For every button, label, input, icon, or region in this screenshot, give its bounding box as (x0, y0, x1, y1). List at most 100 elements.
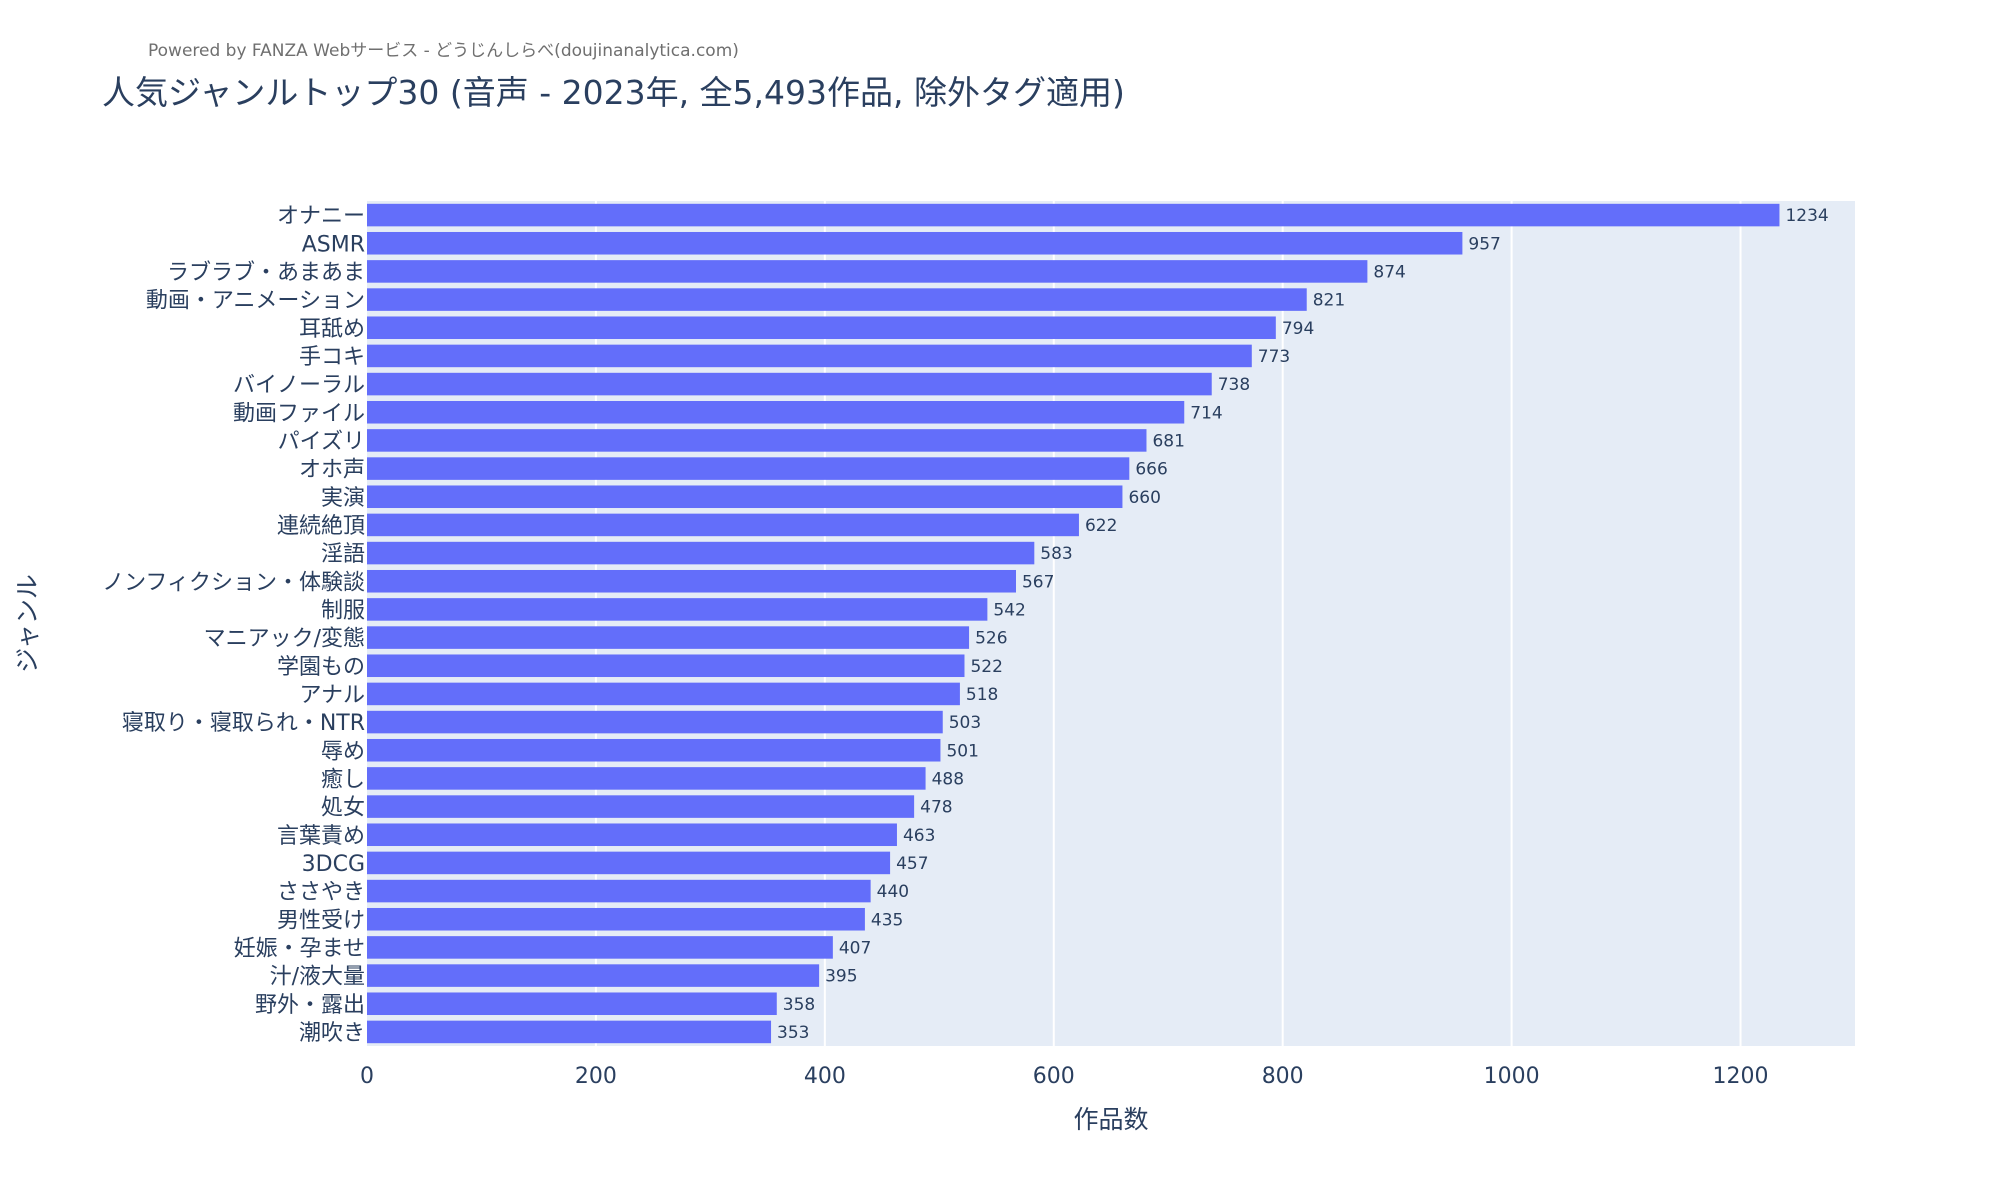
bar (367, 203, 1780, 227)
bar (367, 907, 865, 931)
y-tick-labels: オナニー ASMR ラブラブ・あまあま動画・アニメーション耳舐め手コキバイノーラル動… (102, 204, 365, 1046)
bar-value-label: 435 (871, 910, 903, 930)
y-tick-label: 動画ファイル (233, 401, 365, 426)
y-tick-label: 制服 (321, 598, 365, 623)
y-tick-label: パイズリ (278, 429, 365, 454)
bar-value-label: 457 (896, 854, 928, 874)
bar (367, 598, 988, 621)
y-axis-title: ジャンル (13, 574, 42, 673)
x-tick-labels: 0 200 400 600 800 1000 1200 (360, 1064, 1769, 1089)
bar-value-label: 503 (949, 713, 981, 733)
y-tick-label: 妊娠・孕ませ (234, 936, 365, 961)
x-tick-label: 800 (1262, 1064, 1304, 1089)
bar (367, 513, 1079, 537)
bar (367, 400, 1185, 424)
bar (367, 992, 777, 1016)
x-tick-label: 0 (360, 1064, 374, 1089)
bar (367, 738, 941, 762)
y-tick-label: 淫語 (321, 542, 365, 567)
bar-value-label: 660 (1128, 488, 1160, 508)
bar-value-label: 488 (932, 769, 964, 789)
bar-value-label: 957 (1468, 234, 1500, 254)
y-tick-label: 潮吹き (299, 1021, 365, 1046)
bar (367, 316, 1276, 340)
bar (367, 936, 833, 959)
bar (367, 429, 1147, 452)
bar (367, 851, 891, 875)
bar-value-label: 874 (1373, 262, 1405, 282)
bar (367, 485, 1123, 509)
bar (367, 823, 897, 847)
bar (367, 767, 926, 790)
y-tick-label: 動画・アニメーション (146, 289, 365, 314)
y-tick-label: 癒し (321, 767, 365, 792)
bar (367, 1020, 772, 1044)
bar (367, 964, 820, 987)
bar-value-label: 407 (839, 938, 871, 958)
x-axis-title: 作品数 (1073, 1105, 1148, 1134)
y-tick-label: 野外・露出 (255, 993, 365, 1018)
y-tick-label: 実演 (321, 486, 365, 511)
bar-value-label: 821 (1313, 291, 1345, 311)
y-tick-label: 辱め (321, 739, 365, 764)
bar-value-label: 463 (903, 826, 935, 846)
bar-value-label: 567 (1022, 572, 1054, 592)
bar (367, 879, 871, 903)
gridlines (594, 201, 1742, 1046)
bar-value-label: 358 (783, 995, 815, 1015)
bar (367, 654, 965, 678)
bar (367, 260, 1368, 283)
y-tick-label: 手コキ (299, 345, 365, 370)
bars: 1234 957 874 821 794 773 738 714 681 666 660 622 583… (367, 203, 1829, 1044)
y-tick-label: 寝取り・寝取られ・NTR (122, 711, 365, 736)
bar-value-label: 518 (966, 685, 998, 705)
bar-value-label: 666 (1135, 460, 1167, 480)
x-tick-label: 1200 (1713, 1064, 1769, 1089)
bar (367, 795, 915, 818)
y-tick-label: 連続絶頂 (277, 514, 365, 539)
bar (367, 710, 943, 734)
bar (367, 372, 1212, 396)
bar (367, 541, 1035, 565)
bar (367, 626, 970, 649)
bar (367, 344, 1252, 368)
bar-value-label: 681 (1152, 431, 1184, 451)
y-tick-label: 3DCG (302, 852, 365, 877)
x-tick-label: 200 (575, 1064, 617, 1089)
plot-area (367, 201, 1855, 1046)
y-tick-label: 耳舐め (299, 317, 365, 342)
x-tick-label: 1000 (1484, 1064, 1540, 1089)
bar-value-label: 478 (920, 798, 952, 818)
bar (367, 682, 960, 706)
bar-value-label: 542 (993, 600, 1025, 620)
x-tick-label: 400 (804, 1064, 846, 1089)
bar-value-label: 738 (1218, 375, 1250, 395)
bar-value-label: 526 (975, 629, 1007, 649)
bar-value-label: 773 (1258, 347, 1290, 367)
y-tick-label: 汁/液大量 (270, 965, 365, 990)
y-tick-label: オナニー (277, 204, 365, 229)
y-tick-label: 男性受け (277, 908, 365, 933)
bar-value-label: 501 (946, 741, 978, 761)
bar-value-label: 522 (970, 657, 1002, 677)
chart-title: 人気ジャンルトップ30 (音声 - 2023年, 全5,493作品, 除外タグ適… (102, 73, 1125, 112)
bar (367, 231, 1463, 255)
bar-value-label: 395 (825, 967, 857, 987)
bar (367, 457, 1130, 480)
bar-value-label: 583 (1040, 544, 1072, 564)
bar (367, 569, 1016, 593)
y-tick-label: バイノーラル (233, 373, 365, 398)
y-tick-label: アナル (299, 683, 365, 708)
y-tick-label: ラブラブ・あまあま (167, 260, 365, 285)
y-tick-label: 処女 (321, 796, 365, 821)
bar-value-label: 622 (1085, 516, 1117, 536)
y-tick-label: 言葉責め (277, 824, 365, 849)
y-tick-label: ASMR (302, 232, 365, 257)
credit-text: Powered by FANZA Webサービス - どうじんしらべ(douji… (148, 41, 739, 61)
y-tick-label: オホ声 (299, 458, 365, 483)
bar-value-label: 714 (1190, 403, 1222, 423)
x-tick-label: 600 (1033, 1064, 1075, 1089)
bar (367, 288, 1307, 311)
y-tick-label: マニアック/変態 (204, 627, 365, 652)
